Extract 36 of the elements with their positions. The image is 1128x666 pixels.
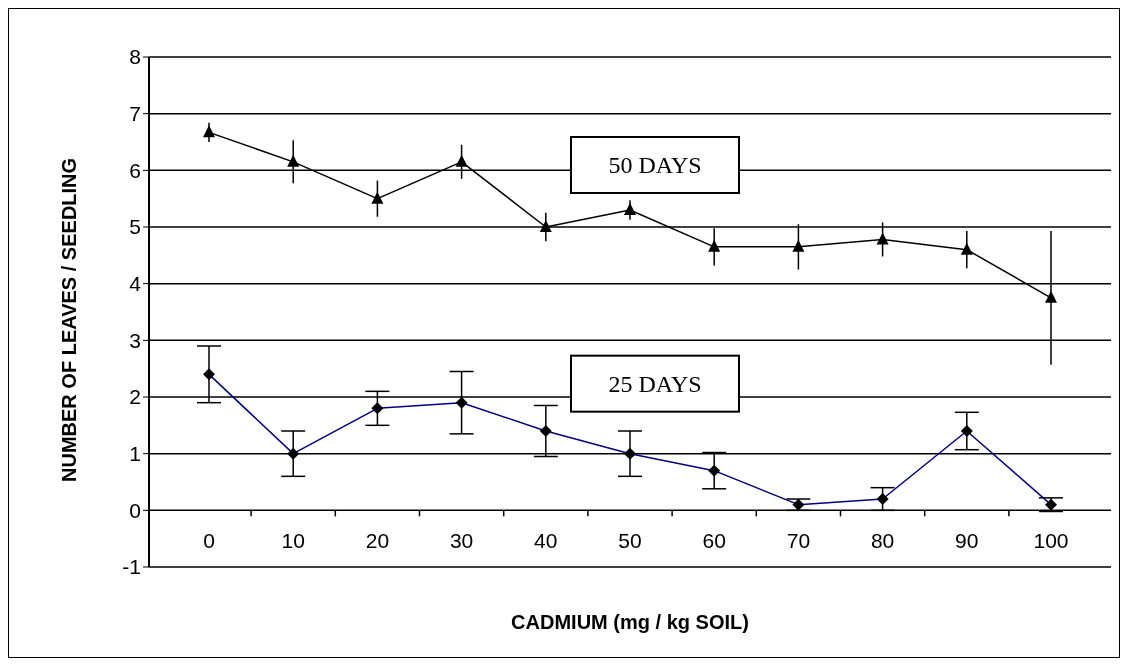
point [624, 203, 636, 215]
y-tick-label: 0 [129, 498, 141, 522]
point [203, 125, 215, 138]
y-tick-label: 1 [129, 442, 141, 466]
x-axis-title: CADMIUM (mg / kg SOIL) [511, 611, 749, 633]
point [960, 242, 973, 255]
x-tick-label: 70 [786, 528, 811, 552]
x-tick-label: 100 [1033, 528, 1069, 552]
series-label: 50 DAYS [608, 152, 702, 178]
x-tick-label: 40 [534, 528, 558, 552]
x-tick-label: 10 [281, 528, 305, 552]
point [708, 239, 721, 252]
point [876, 232, 889, 245]
y-axis-title: NUMBER OF LEAVES / SEEDLING [58, 157, 81, 482]
y-tick-label: 4 [129, 272, 142, 296]
x-tick-label: 50 [618, 528, 642, 552]
text: 25 DAYS [608, 370, 702, 397]
y-tick-label: 5 [129, 215, 141, 239]
point [539, 220, 552, 232]
x-tick-label: 90 [955, 528, 979, 552]
point [287, 154, 300, 167]
y-tick-label: 2 [129, 385, 141, 409]
y-tick-label: 7 [129, 102, 141, 126]
y-tick-label: 8 [129, 45, 141, 69]
point [371, 191, 384, 204]
x-tick-label: 80 [870, 528, 895, 552]
x-tick-label: 0 [203, 528, 215, 552]
y-tick-label: 6 [129, 158, 141, 182]
y-tick-label: -1 [122, 555, 141, 579]
point [1045, 290, 1057, 303]
x-tick-label: 60 [702, 528, 726, 552]
y-tick-label: 3 [129, 328, 141, 352]
point [792, 239, 805, 252]
point [455, 154, 468, 167]
x-tick-label: 30 [449, 528, 474, 552]
x-tick-label: 20 [365, 528, 390, 552]
